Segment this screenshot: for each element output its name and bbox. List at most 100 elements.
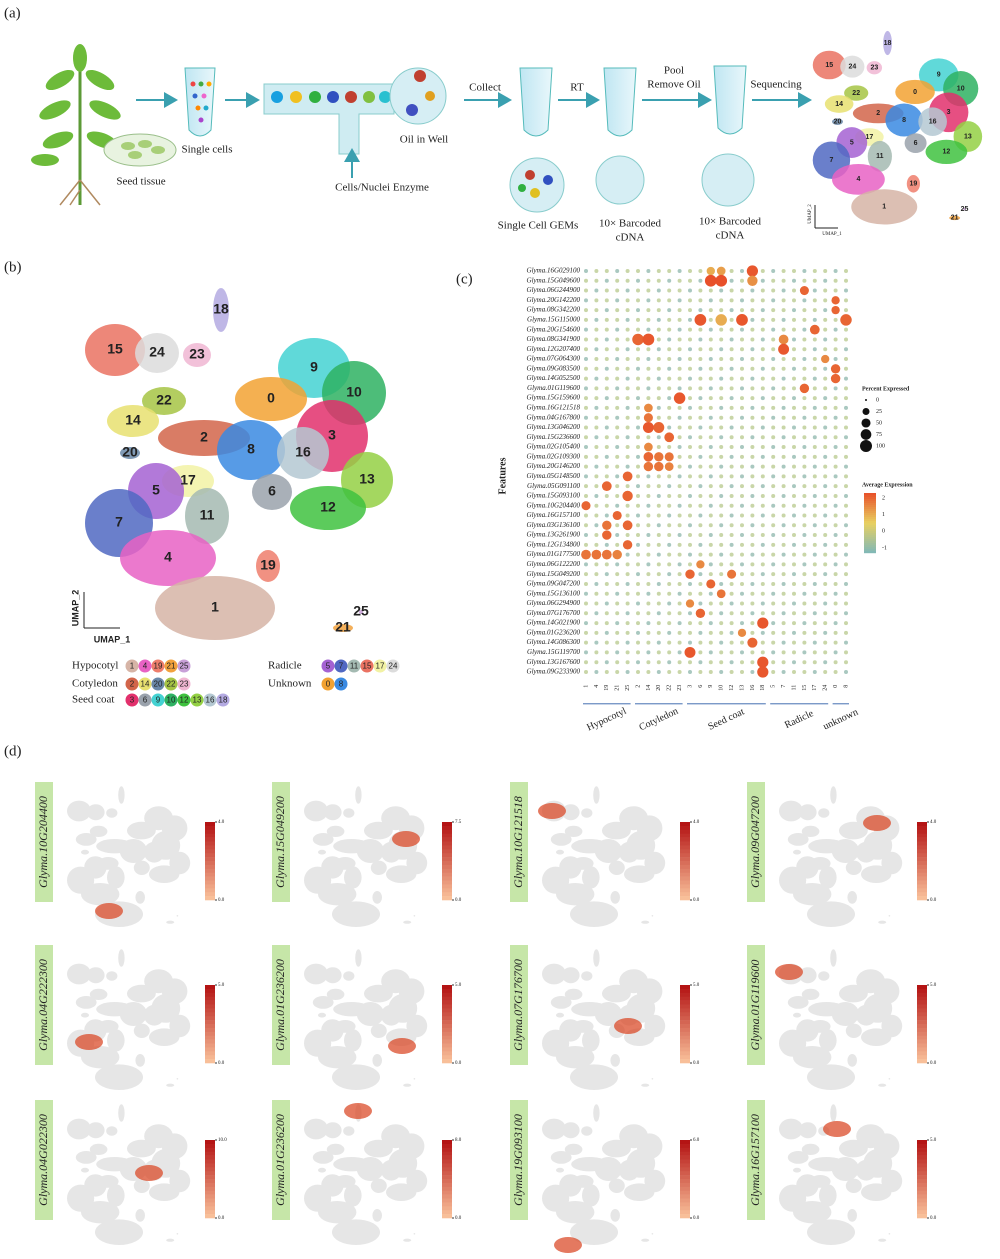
background-dot: [750, 601, 755, 606]
cluster-cells-grey: [355, 786, 362, 804]
color-bar-step: [864, 517, 876, 520]
background-dot: [667, 533, 672, 538]
cluster-cells-grey: [312, 833, 334, 846]
expression-dot: [622, 490, 633, 502]
background-dot: [584, 660, 588, 665]
color-bar-step: [442, 837, 452, 842]
background-dot: [771, 298, 776, 303]
background-dot: [625, 269, 630, 273]
cluster-cells-grey: [326, 988, 345, 1001]
cluster-cells-grey: [593, 786, 600, 804]
background-dot: [667, 445, 672, 450]
background-dot: [698, 425, 703, 430]
color-tick-label: 10.0: [218, 1138, 227, 1143]
background-dot: [844, 308, 848, 313]
background-dot: [667, 337, 672, 342]
background-dot: [812, 601, 817, 606]
background-dot: [698, 513, 703, 518]
background-dot: [833, 357, 838, 362]
background-dot: [698, 396, 703, 401]
illustration-path: [519, 67, 553, 137]
expression-dot: [809, 324, 820, 335]
size-key-label: 100: [876, 443, 885, 449]
background-dot: [760, 337, 765, 342]
background-dot: [750, 542, 755, 547]
cluster-cells-grey: [318, 1201, 357, 1224]
color-bar-step: [442, 1186, 452, 1191]
background-dot: [844, 298, 848, 303]
background-dot: [781, 513, 786, 518]
color-tick-label: 7.5: [455, 820, 462, 825]
expression-dot: [591, 549, 602, 560]
background-dot: [625, 640, 630, 645]
background-dot: [719, 630, 724, 635]
color-bar-step: [442, 1000, 452, 1005]
background-dot: [615, 660, 620, 665]
background-dot: [646, 327, 651, 332]
expression-dot: [746, 265, 759, 277]
color-bar-step: [917, 876, 927, 881]
color-bar-step: [205, 833, 215, 838]
background-dot: [719, 376, 724, 381]
background-dot: [792, 484, 796, 489]
background-dot: [636, 347, 640, 352]
cluster-cells-grey: [413, 915, 416, 917]
background-dot: [802, 503, 807, 508]
cluster-cells-grey: [819, 866, 837, 889]
cluster-cells-grey: [624, 865, 655, 883]
background-dot: [802, 298, 807, 303]
color-bar-step: [442, 1210, 452, 1215]
background-dot: [771, 278, 776, 283]
color-bar-step: [205, 1175, 215, 1180]
background-dot: [792, 288, 796, 293]
background-dot: [656, 513, 661, 518]
background-dot: [625, 621, 630, 626]
cluster-label: 15: [825, 62, 833, 69]
background-dot: [750, 493, 755, 498]
background-dot: [708, 445, 713, 450]
step-label: 10× Barcoded: [699, 216, 762, 228]
background-dot: [812, 533, 817, 538]
color-bar-step: [442, 1206, 452, 1211]
background-dot: [615, 347, 620, 352]
gene-name: Glyma.19G093100: [511, 1114, 525, 1206]
background-dot: [719, 669, 724, 674]
color-bar-step: [442, 1214, 452, 1219]
cluster-cells-grey: [570, 1219, 618, 1245]
background-dot: [719, 572, 724, 577]
background-dot: [740, 572, 744, 577]
background-dot: [667, 562, 672, 567]
gene-tag: [747, 1100, 765, 1220]
legend-swatch: [334, 677, 348, 691]
cluster-cells-grey: [332, 901, 380, 927]
background-dot: [802, 621, 807, 626]
cluster-cells-grey: [126, 984, 156, 1003]
cluster-tick-label: 24: [823, 685, 829, 691]
legend-cluster: 18: [219, 696, 228, 705]
background-dot: [698, 660, 703, 665]
background-dot: [656, 581, 661, 586]
background-dot: [760, 376, 765, 381]
background-dot: [760, 581, 765, 586]
color-bar-step: [917, 1055, 927, 1060]
background-dot: [781, 278, 786, 283]
background-dot: [833, 474, 838, 479]
background-dot: [615, 454, 620, 459]
gene-label: Glyma.02G109300: [527, 452, 581, 460]
color-bar-step: [205, 845, 215, 850]
background-dot: [802, 337, 807, 342]
legend-swatch: [177, 693, 191, 707]
expression-dot: [601, 549, 612, 560]
background-dot: [729, 484, 734, 489]
background-dot: [844, 337, 848, 342]
color-bar-step: [680, 837, 690, 842]
cluster-cells-grey: [343, 1126, 355, 1136]
cluster-cells-grey: [413, 1078, 416, 1080]
illustration-g: [31, 44, 121, 166]
cluster-cells-grey: [581, 1126, 593, 1136]
step-label: Single Cell GEMs: [498, 220, 579, 232]
background-dot: [594, 621, 599, 626]
background-dot: [698, 464, 703, 469]
cluster-cells-grey: [106, 1126, 118, 1136]
cluster-cells-grey: [75, 996, 97, 1009]
